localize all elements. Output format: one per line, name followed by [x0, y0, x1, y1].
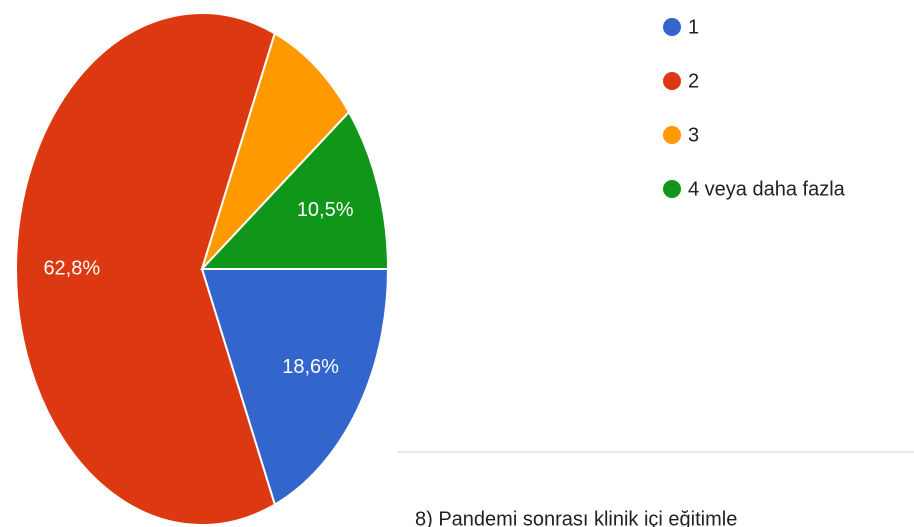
question-text: 8) Pandemi sonrası klinik içi eğitimle [415, 508, 737, 527]
legend-swatch [663, 126, 681, 144]
slice-label: 10,5% [297, 199, 354, 221]
pie-slice [201, 31, 351, 270]
slice-label: 62,8% [43, 257, 100, 279]
pie-slice [15, 12, 276, 526]
legend-swatch [663, 18, 681, 36]
pie-slice [200, 268, 390, 507]
legend-label: 1 [688, 16, 699, 38]
legend-label: 4 veya daha fazla [688, 178, 846, 200]
legend-swatch [663, 72, 681, 90]
legend-label: 3 [688, 124, 699, 146]
legend-swatch [663, 180, 681, 198]
legend-label: 2 [688, 70, 699, 92]
pie-slice [199, 110, 390, 270]
slice-label: 18,6% [282, 356, 339, 378]
